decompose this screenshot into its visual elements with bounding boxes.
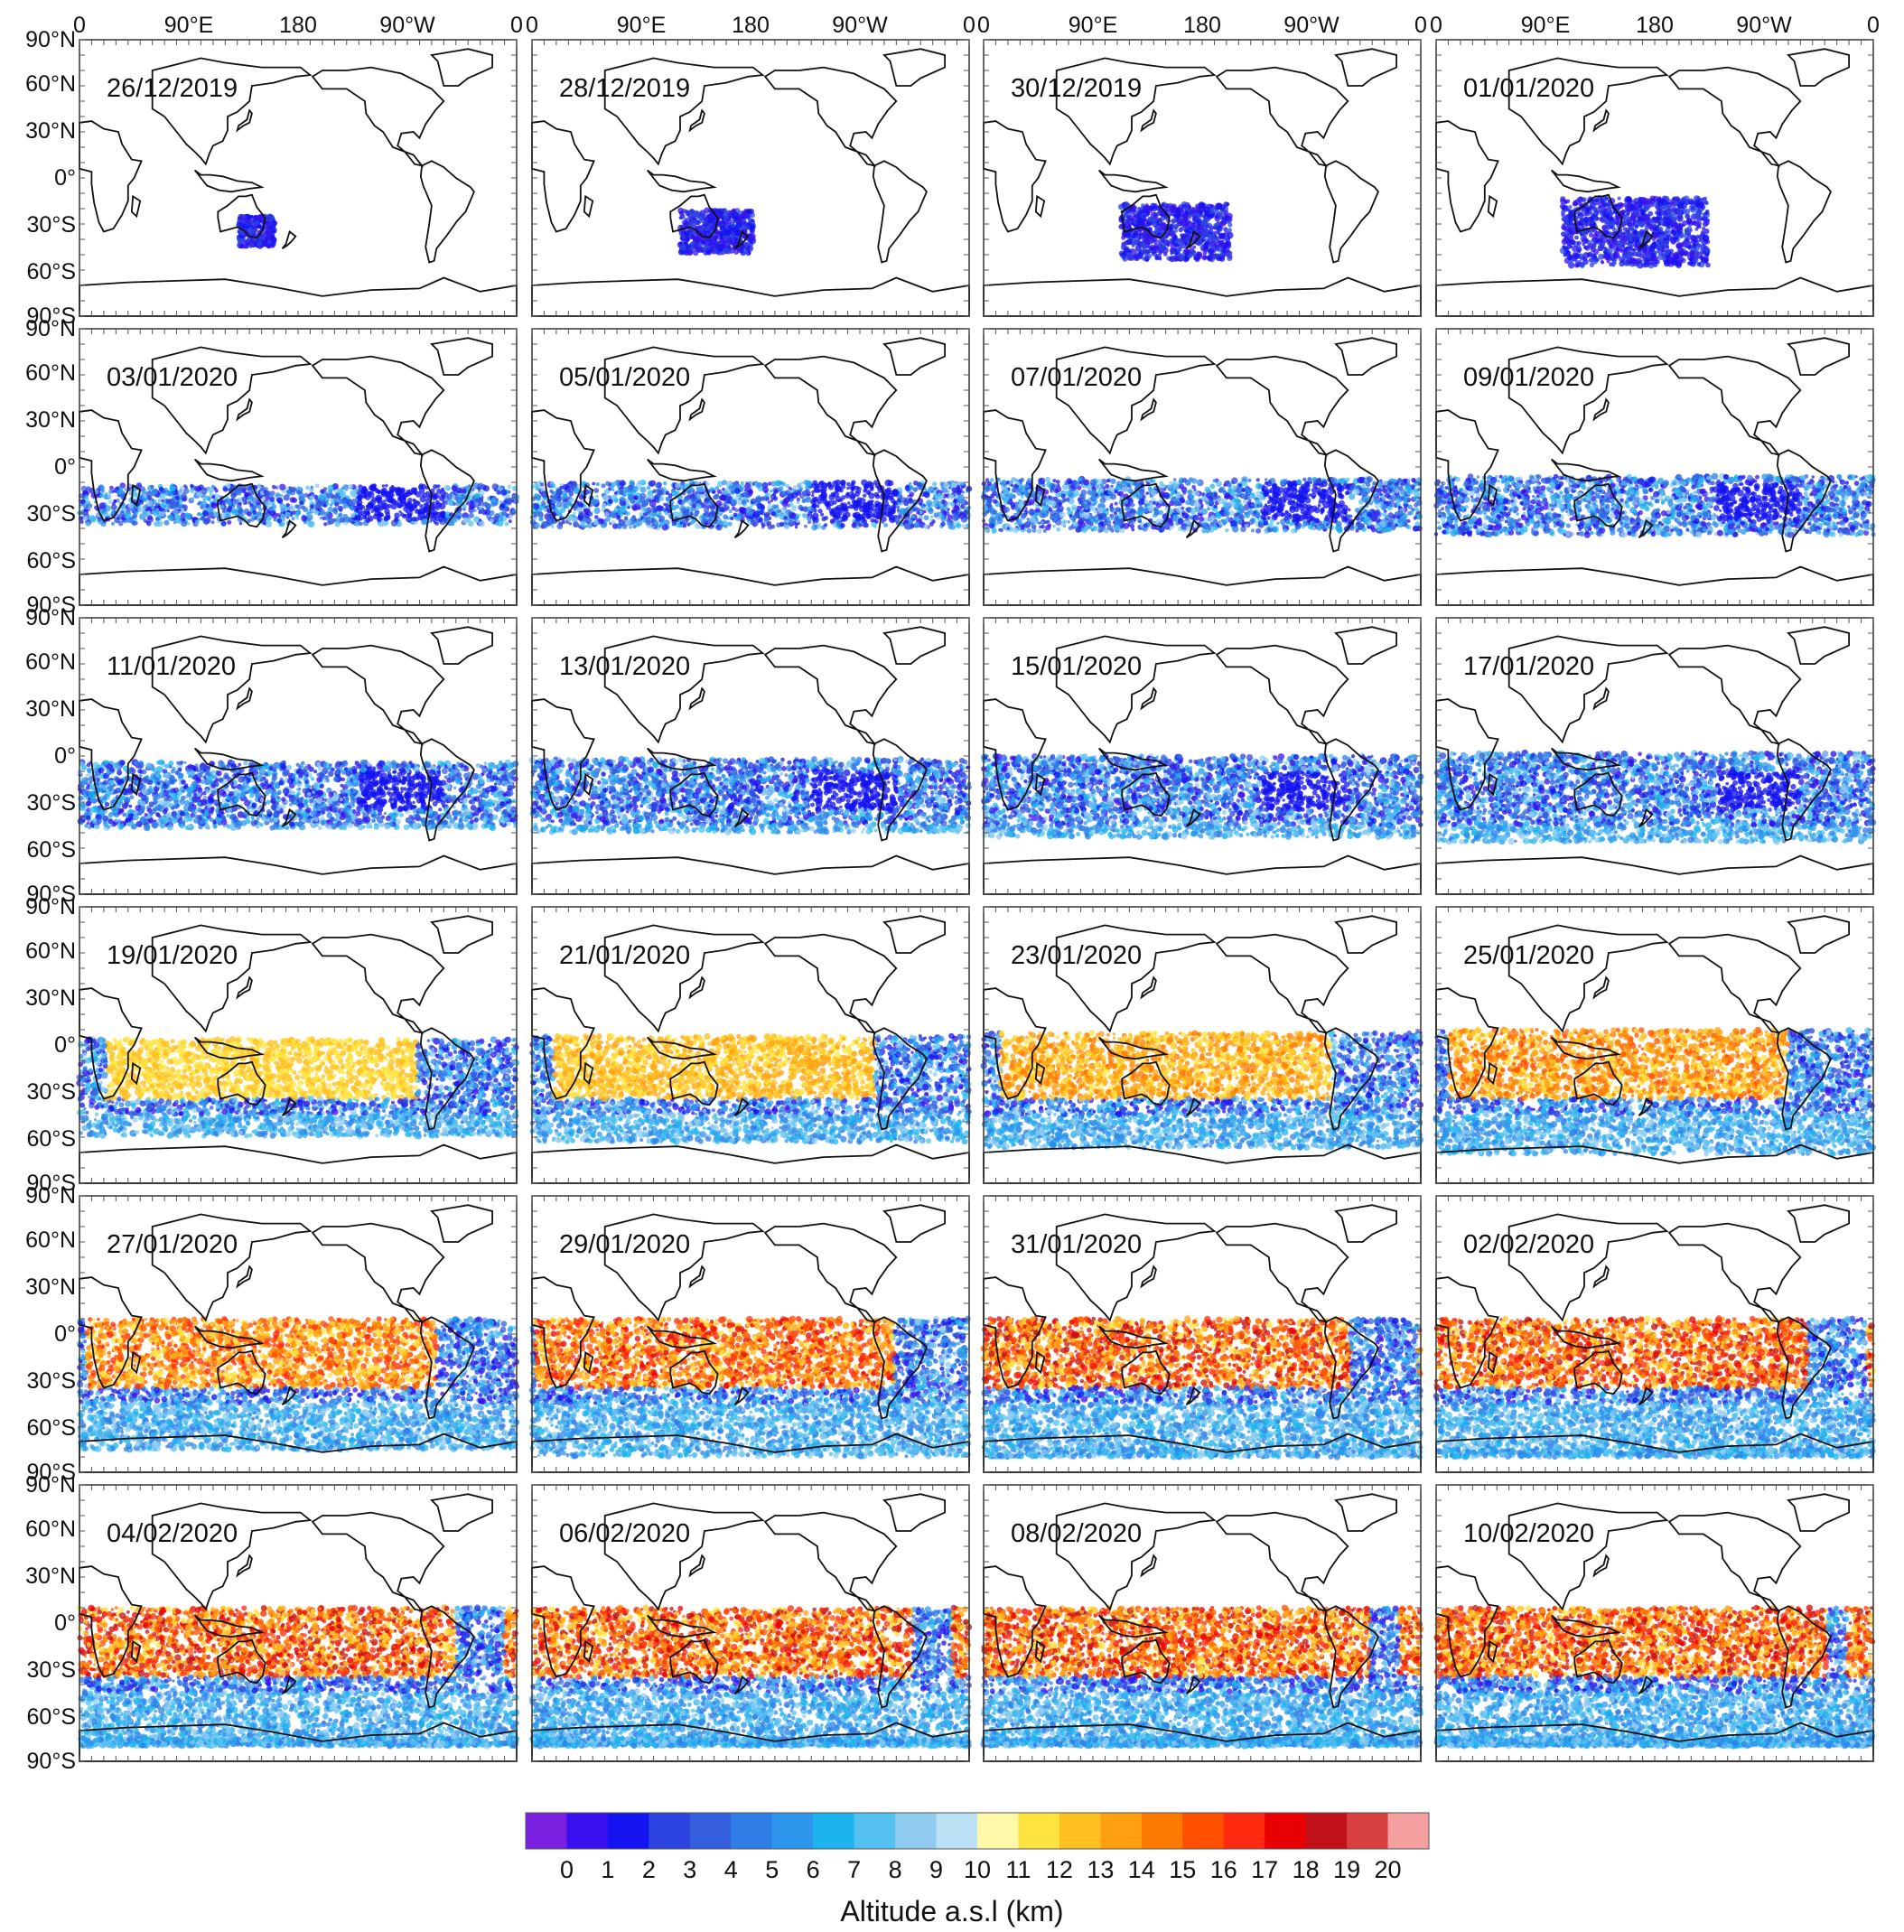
aerosol-particle: [1170, 257, 1173, 260]
aerosol-particle: [696, 242, 702, 247]
aerosol-particle: [733, 249, 739, 255]
aerosol-particle: [1163, 252, 1168, 257]
aerosol-particle: [725, 242, 729, 246]
aerosol-particle: [746, 210, 751, 214]
aerosol-particle: [678, 242, 682, 246]
aerosol-particle: [680, 211, 683, 214]
aerosol-particle: [693, 237, 698, 242]
aerosol-particle: [746, 222, 751, 227]
aerosol-plume: [236, 214, 277, 249]
aerosol-particle: [699, 227, 704, 231]
aerosol-particle: [265, 228, 271, 234]
aerosol-particle: [250, 222, 254, 226]
aerosol-particle: [726, 219, 732, 224]
aerosol-particle: [734, 238, 738, 241]
aerosol-particle: [242, 242, 248, 248]
aerosol-particle: [273, 220, 278, 226]
aerosol-particle: [684, 230, 689, 236]
aerosol-particle: [720, 225, 725, 230]
aerosol-particle: [1174, 243, 1179, 247]
aerosol-particle: [725, 248, 731, 254]
aerosol-particle: [746, 215, 751, 219]
aerosol-particle: [710, 214, 714, 218]
aerosol-particle: [1223, 227, 1227, 231]
aerosol-particle: [704, 226, 709, 231]
aerosol-particle: [1213, 223, 1218, 229]
aerosol-particle: [246, 238, 250, 243]
aerosol-particle: [703, 250, 708, 256]
aerosol-particle: [748, 251, 751, 255]
aerosol-particle: [704, 245, 710, 251]
aerosol-particle: [739, 219, 742, 221]
aerosol-particle: [1120, 252, 1126, 258]
aerosol-particle: [687, 249, 694, 256]
aerosol-particle: [1146, 253, 1152, 258]
aerosol-particle: [681, 246, 686, 251]
aerosol-particle: [747, 245, 753, 251]
aerosol-particle: [689, 219, 695, 226]
aerosol-particle: [266, 223, 271, 228]
aerosol-particle: [257, 240, 262, 246]
aerosol-particle: [248, 243, 254, 248]
aerosol-particle: [742, 216, 746, 219]
aerosol-particle: [747, 238, 751, 243]
aerosol-particle: [239, 230, 243, 234]
aerosol-particle: [691, 247, 695, 250]
aerosol-particle: [1226, 202, 1229, 206]
aerosol-particle: [1126, 239, 1133, 246]
aerosol-particle: [723, 230, 729, 236]
aerosol-particle: [699, 213, 703, 217]
aerosol-particle: [239, 218, 242, 220]
aerosol-particle: [1178, 247, 1181, 251]
aerosol-particle: [264, 234, 267, 238]
aerosol-plume: [1118, 201, 1234, 263]
aerosol-particle: [751, 219, 754, 222]
aerosol-particle: [723, 212, 729, 219]
aerosol-particle: [1132, 248, 1134, 251]
aerosol-particle: [250, 215, 254, 219]
aerosol-particle: [1169, 238, 1172, 242]
aerosol-particle: [240, 223, 246, 229]
aerosol-particle: [707, 219, 712, 223]
aerosol-particle: [270, 218, 274, 221]
aerosol-particle: [1145, 203, 1149, 207]
aerosol-particle: [1209, 204, 1213, 208]
aerosol-particle: [711, 248, 714, 252]
aerosol-particle: [694, 211, 699, 217]
aerosol-particle: [267, 217, 270, 219]
aerosol-particle: [252, 229, 257, 234]
aerosol-particle: [735, 221, 742, 229]
aerosol-particle: [262, 241, 265, 244]
aerosol-particle: [732, 209, 737, 214]
aerosol-plume: [677, 208, 756, 257]
aerosol-particle: [244, 218, 249, 223]
aerosol-particle: [1165, 239, 1170, 244]
aerosol-particle: [270, 234, 275, 238]
aerosol-particle: [686, 212, 689, 216]
aerosol-particle: [680, 214, 686, 219]
aerosol-particle: [695, 220, 700, 225]
aerosol-particle: [1227, 222, 1232, 227]
aerosol-particle: [718, 244, 723, 249]
